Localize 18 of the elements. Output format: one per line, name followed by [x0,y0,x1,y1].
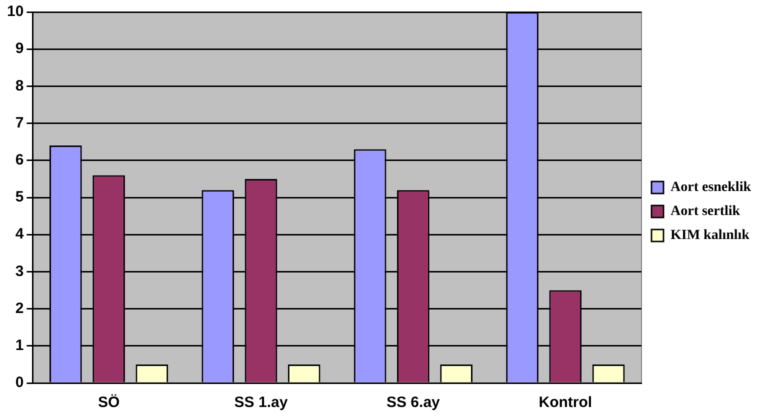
y-tick-label: 4 [15,226,24,243]
y-tick-label: 8 [15,77,24,94]
x-tick-label: SS 1.ay [234,394,288,412]
x-tick-label: SÖ [98,394,120,412]
y-tick-label: 3 [15,262,24,280]
y-tick-label: 0 [15,374,24,392]
y-tick-label: 10 [6,3,24,20]
y-tick-label: 2 [15,300,24,317]
y-tick-label: 7 [15,114,24,132]
x-tick-label: SS 6.ay [386,394,441,412]
x-tick-label: Kontrol [538,394,592,412]
y-tick-label: 6 [15,152,24,169]
y-tick-label: 5 [15,188,24,206]
legend-label: KIM kalınlık [670,228,750,244]
legend-label: Aort esneklik [670,180,752,196]
legend-label: Aort sertlik [670,204,740,220]
y-tick-label: 9 [15,40,24,58]
y-tick-label: 1 [15,337,24,354]
